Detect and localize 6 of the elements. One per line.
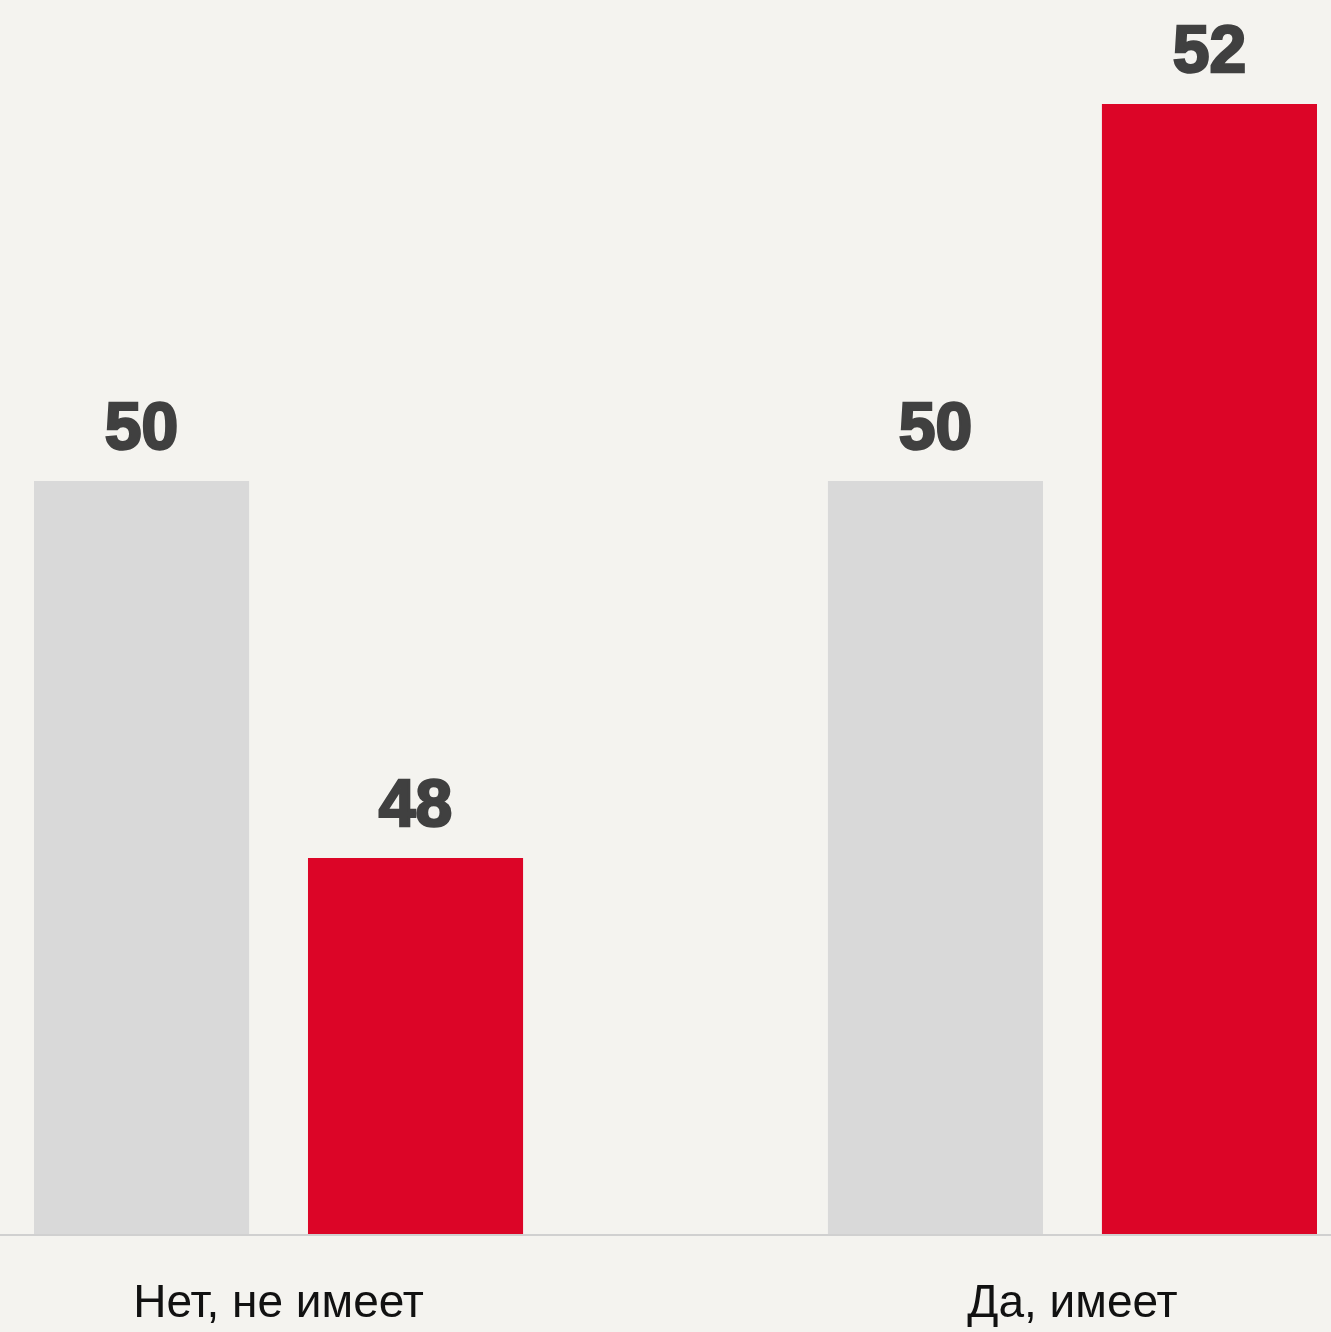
data-label: 52 <box>1172 12 1247 86</box>
data-label: 48 <box>378 766 453 840</box>
x-tick-label: Да, имеет <box>967 1275 1178 1327</box>
data-label: 50 <box>104 389 179 463</box>
x-tick-label: Нет, не имеет <box>133 1275 424 1327</box>
data-label: 50 <box>898 389 973 463</box>
